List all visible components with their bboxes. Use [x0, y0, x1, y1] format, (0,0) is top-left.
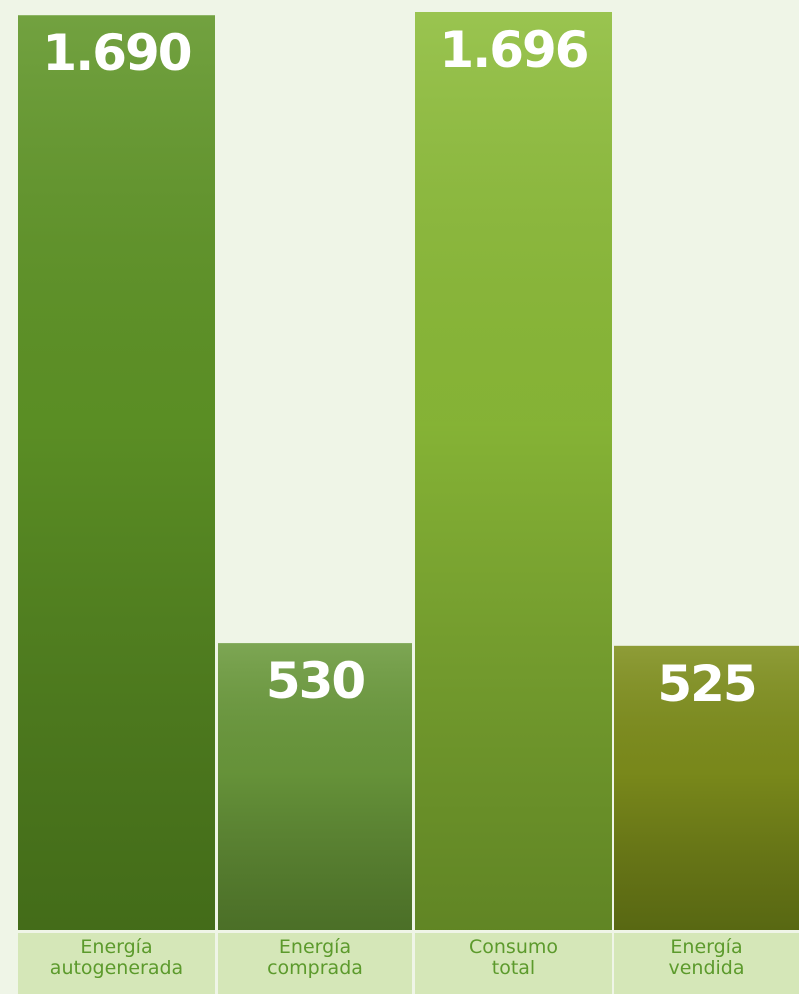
- value-label: 525: [657, 655, 755, 713]
- x-tick-label-line: comprada: [267, 957, 363, 979]
- value-label: 530: [266, 652, 365, 710]
- value-label: 1.690: [42, 24, 190, 82]
- x-tick-label-line: autogenerada: [50, 957, 183, 979]
- x-tick-label-line: Energía: [80, 936, 152, 958]
- bar-shade: [18, 15, 215, 930]
- x-tick-label-line: Energía: [670, 936, 742, 958]
- x-tick-label-line: Consumo: [469, 936, 558, 958]
- x-tick-label-line: vendida: [668, 957, 744, 979]
- x-tick-label-line: total: [492, 957, 535, 979]
- x-tick-label-line: Energía: [279, 936, 351, 958]
- chart: 1.690Energíaautogenerada530Energíacompra…: [0, 0, 799, 994]
- bar-shade: [415, 12, 612, 930]
- value-label: 1.696: [439, 21, 587, 79]
